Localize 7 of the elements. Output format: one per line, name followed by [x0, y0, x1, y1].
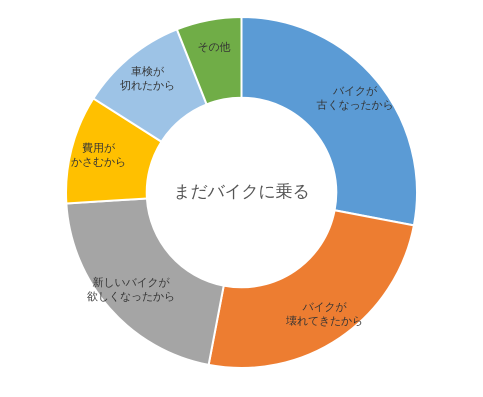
- slice-label: バイクが壊れてきたから: [284, 300, 363, 328]
- slice-label: 新しいバイクが欲しくなったから: [86, 276, 175, 303]
- slice-label: その他: [197, 40, 230, 54]
- slice-label: 車検が切れたから: [120, 64, 176, 92]
- text: まだバイクに乗る: [174, 182, 310, 202]
- slice-label: バイクが古くなったから: [316, 84, 394, 112]
- slice-label: 費用がかさむから: [71, 142, 126, 169]
